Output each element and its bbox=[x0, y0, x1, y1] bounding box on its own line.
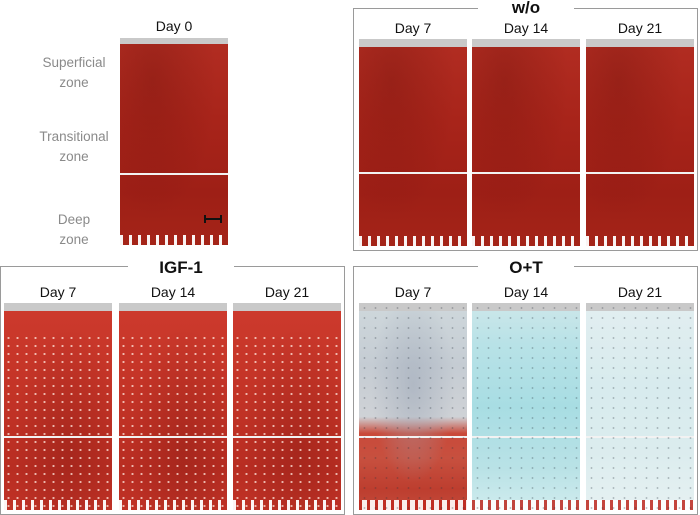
group-title-ot: O+T bbox=[478, 258, 574, 278]
group-title-igf1: IGF-1 bbox=[128, 258, 234, 278]
day0-histology-image bbox=[120, 38, 228, 245]
wo-day14-label: Day 14 bbox=[503, 20, 549, 36]
zone-label-superficial: Superficial zone bbox=[42, 55, 106, 90]
zone-label-transitional: Transitional zone bbox=[39, 129, 109, 164]
group-title-wo: w/o bbox=[478, 0, 574, 18]
ot-day7-image bbox=[359, 303, 467, 510]
wo-day21-image bbox=[586, 39, 694, 246]
igf1-day14-label: Day 14 bbox=[150, 284, 196, 300]
scale-bar bbox=[204, 215, 222, 223]
wo-day21-label: Day 21 bbox=[617, 20, 663, 36]
ot-day21-label: Day 21 bbox=[617, 284, 663, 300]
ot-day21-image bbox=[586, 303, 694, 510]
igf1-day21-image bbox=[233, 303, 341, 510]
igf1-day7-image bbox=[4, 303, 112, 510]
zone-label-deep: Deep zone bbox=[57, 212, 91, 247]
igf1-day21-label: Day 21 bbox=[264, 284, 310, 300]
day0-label: Day 0 bbox=[155, 18, 193, 34]
wo-day7-image bbox=[359, 39, 467, 246]
igf1-day7-label: Day 7 bbox=[39, 284, 77, 300]
wo-day14-image bbox=[472, 39, 580, 246]
ot-day7-label: Day 7 bbox=[394, 284, 432, 300]
ot-day14-label: Day 14 bbox=[503, 284, 549, 300]
ot-day14-image bbox=[472, 303, 580, 510]
igf1-day14-image bbox=[119, 303, 227, 510]
wo-day7-label: Day 7 bbox=[394, 20, 432, 36]
